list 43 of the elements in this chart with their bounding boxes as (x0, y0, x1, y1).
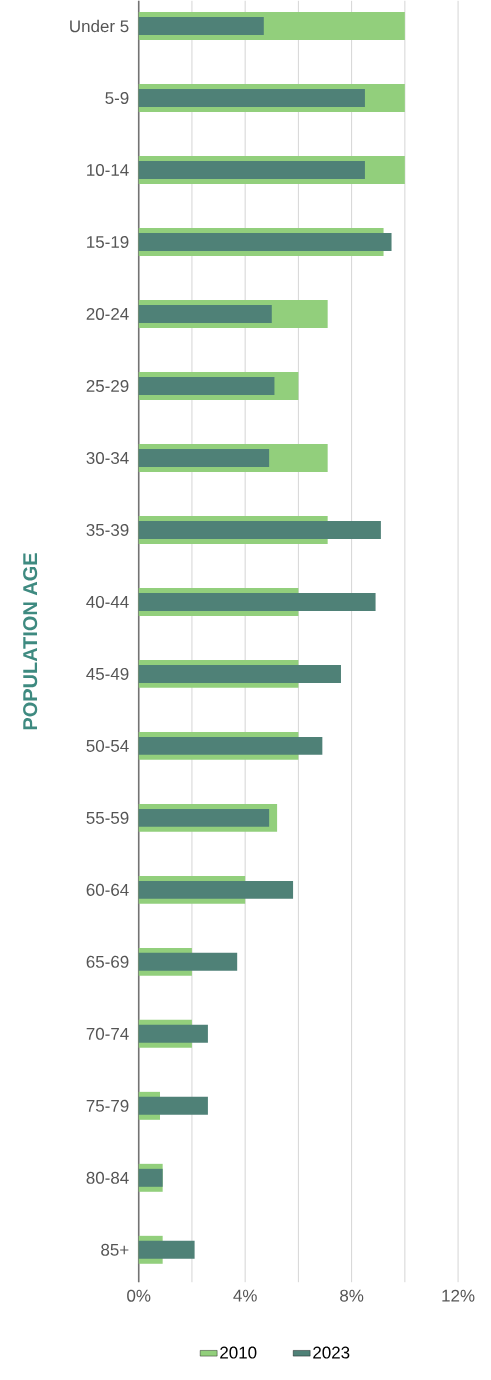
bar (138, 17, 264, 35)
x-tick-label: 0% (127, 1289, 151, 1302)
y-tick-label: 50-54 (86, 739, 129, 752)
y-tick-label: 35-39 (86, 523, 129, 536)
bar (138, 664, 341, 683)
x-tick-label: 8% (340, 1289, 364, 1302)
bar (138, 304, 272, 323)
y-axis-title: POPULATION AGE (23, 553, 38, 730)
y-tick-label: 85+ (101, 1243, 129, 1256)
bar (138, 1096, 208, 1115)
legend-label: 2023 (313, 1346, 350, 1359)
y-tick-label: 25-29 (86, 379, 129, 392)
bar (138, 376, 275, 395)
y-tick-label: 60-64 (86, 883, 129, 896)
y-tick-label: 20-24 (86, 307, 129, 320)
bar (138, 952, 238, 971)
y-tick-label: 75-79 (86, 1099, 129, 1112)
legend-label: 2010 (220, 1346, 257, 1359)
y-tick-label: 10-14 (87, 163, 129, 176)
x-tick-label: 4% (233, 1289, 257, 1302)
bar (138, 89, 365, 107)
bar (138, 232, 392, 251)
y-tick-label: 5-9 (105, 91, 129, 104)
bar (138, 592, 376, 611)
y-tick-label: 45-49 (86, 667, 129, 680)
bar (138, 161, 365, 179)
y-tick-label: 15-19 (87, 235, 129, 248)
bar (138, 880, 294, 899)
bar (138, 1024, 208, 1043)
y-tick-label: 40-44 (86, 595, 129, 608)
y-tick-label: 70-74 (86, 1027, 129, 1040)
x-tick-label: 12% (442, 1289, 475, 1302)
y-tick-label: 30-34 (86, 451, 129, 464)
bar (138, 1168, 163, 1187)
y-tick-label: 65-69 (86, 955, 129, 968)
y-tick-label: 80-84 (86, 1171, 129, 1184)
bar (138, 520, 381, 539)
bar (138, 448, 270, 467)
y-tick-label: Under 5 (70, 19, 129, 33)
bar (138, 808, 270, 827)
y-tick-label: 55-59 (86, 811, 129, 824)
bar (138, 1240, 195, 1259)
bar (138, 736, 323, 755)
